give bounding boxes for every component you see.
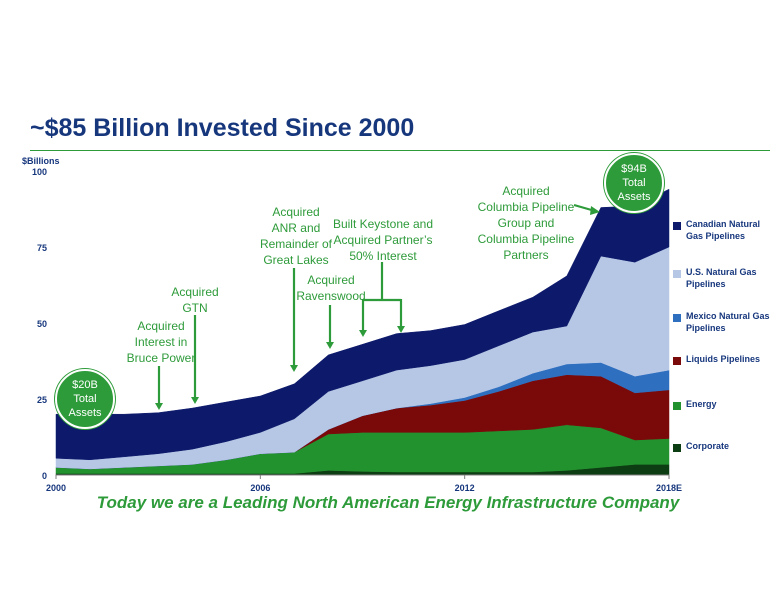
x-tick-label: 2018E [656, 483, 682, 493]
arrow-keystone-right-head [397, 326, 405, 333]
arrow-gtn-head [191, 397, 199, 404]
legend-label: Liquids Pipelines [686, 354, 761, 364]
arrow-bruce-power-head [155, 403, 163, 410]
y-tick-label: 25 [37, 395, 47, 405]
annotation-anr: Acquired ANR and Remainder of Great Lake… [259, 205, 333, 267]
annotation-ravenswood: Acquired Ravenswood [296, 273, 366, 303]
annotation-columbia: Acquired Columbia Pipeline Group and Col… [477, 184, 575, 262]
arrow-ravenswood-head [326, 342, 334, 349]
legend-label: U.S. Natural Gas Pipelines [686, 267, 757, 289]
legend-swatch [673, 222, 681, 230]
annotation-gtn: Acquired GTN [171, 285, 219, 315]
y-tick-label: 100 [32, 167, 47, 177]
legend-swatch [673, 444, 681, 452]
title-divider [30, 150, 770, 151]
legend-swatch [673, 270, 681, 278]
x-tick-label: 2000 [46, 483, 66, 493]
legend-swatch [673, 314, 681, 322]
legend-label: Canadian Natural Gas Pipelines [686, 219, 761, 241]
legend-label: Energy [686, 399, 717, 409]
legend-swatch [673, 357, 681, 365]
page-title: ~$85 Billion Invested Since 2000 [30, 114, 415, 142]
arrow-anr-head [290, 365, 298, 372]
start-total-assets-bubble: $20B Total Assets [55, 369, 115, 429]
area-series-canadian-gas [55, 188, 670, 461]
arrow-keystone-left-head [359, 330, 367, 337]
y-tick-label: 50 [37, 319, 47, 329]
end-total-assets-bubble: $94B Total Assets [604, 153, 664, 213]
legend-swatch [673, 402, 681, 410]
y-tick-label: 75 [37, 243, 47, 253]
y-axis-label: $Billions [22, 156, 60, 166]
y-tick-label: 0 [42, 471, 47, 481]
legend-label: Corporate [686, 441, 730, 451]
annotation-bruce-power: Acquired Interest in Bruce Power [126, 319, 196, 365]
legend-label: Mexico Natural Gas Pipelines [686, 311, 770, 333]
annotation-keystone: Built Keystone and Acquired Partner’s 50… [332, 217, 434, 263]
page-subtitle: Today we are a Leading North American En… [96, 493, 680, 512]
arrow-columbia-head [590, 206, 600, 215]
x-tick-label: 2006 [250, 483, 270, 493]
x-tick-label: 2012 [455, 483, 475, 493]
